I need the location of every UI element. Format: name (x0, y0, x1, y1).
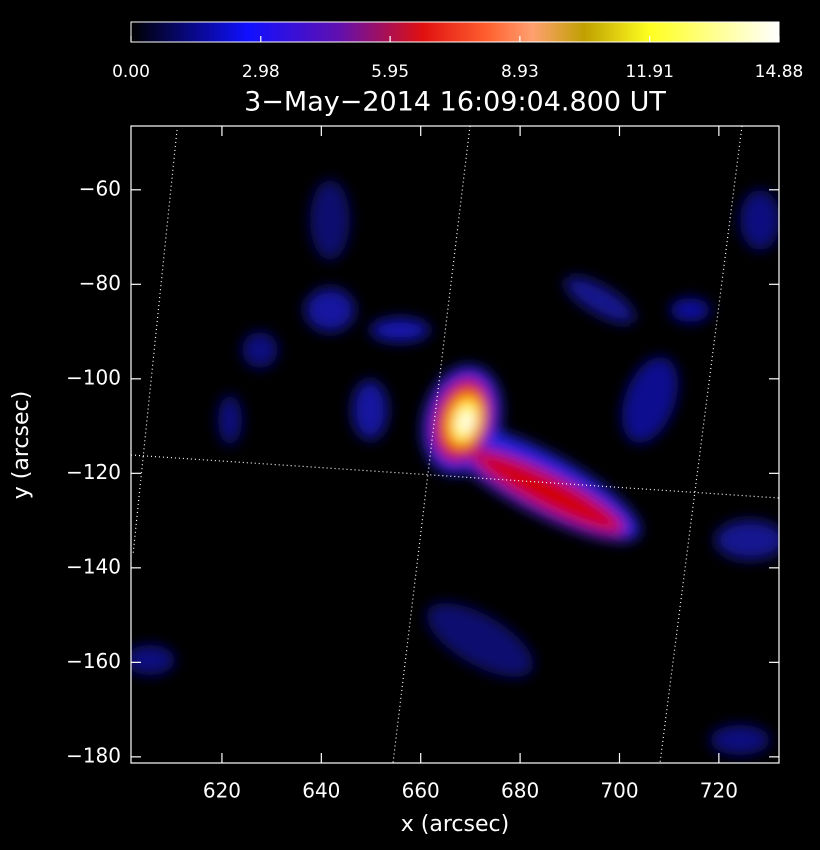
y-tick-label: −80 (79, 271, 121, 295)
colorbar-tick-label: 14.88 (755, 62, 804, 82)
colorbar-tick-label: 8.93 (501, 62, 539, 82)
x-tick-label: 660 (402, 779, 440, 803)
y-tick-label: −140 (66, 554, 121, 578)
x-tick-label: 700 (600, 779, 638, 803)
y-axis-label: y (arcsec) (9, 391, 34, 499)
colorbar-tick-label: 5.95 (371, 62, 409, 82)
x-tick-label: 620 (203, 779, 241, 803)
y-tick-label: −120 (66, 460, 121, 484)
plot-frame (130, 125, 780, 764)
colorbar (130, 21, 780, 43)
image (131, 126, 779, 763)
colorbar-tick-label: 2.98 (242, 62, 280, 82)
chart-title: 3−May−2014 16:09:04.800 UT (244, 87, 666, 118)
x-tick-label: 680 (501, 779, 539, 803)
y-tick-label: −160 (66, 649, 121, 673)
colorbar-tick-label: 0.00 (112, 62, 150, 82)
y-tick-label: −100 (66, 365, 121, 389)
y-tick-label: −180 (66, 743, 121, 767)
x-tick-label: 720 (700, 779, 738, 803)
y-tick-label: −60 (79, 176, 121, 200)
x-tick-label: 640 (302, 779, 340, 803)
colorbar-tick-label: 11.91 (625, 62, 674, 82)
x-axis-label: x (arcsec) (401, 812, 509, 837)
